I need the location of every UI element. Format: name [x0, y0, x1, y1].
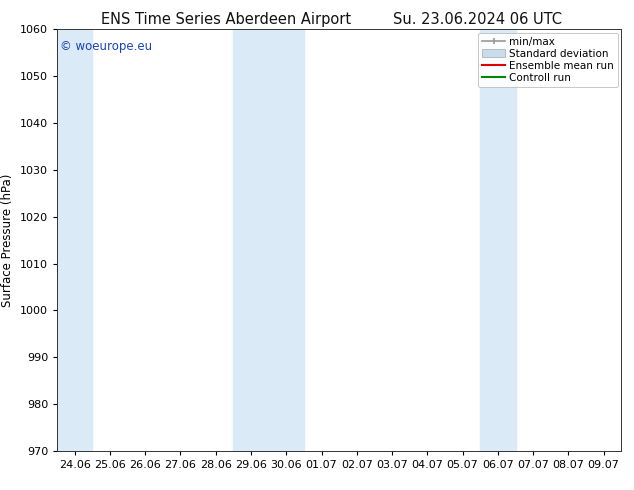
Text: ENS Time Series Aberdeen Airport: ENS Time Series Aberdeen Airport	[101, 12, 352, 27]
Bar	[57, 29, 93, 451]
Text: Su. 23.06.2024 06 UTC: Su. 23.06.2024 06 UTC	[393, 12, 562, 27]
Y-axis label: Surface Pressure (hPa): Surface Pressure (hPa)	[1, 173, 15, 307]
Bar	[481, 29, 515, 451]
Bar	[233, 29, 304, 451]
Legend: min/max, Standard deviation, Ensemble mean run, Controll run: min/max, Standard deviation, Ensemble me…	[478, 32, 618, 87]
Text: © woeurope.eu: © woeurope.eu	[60, 40, 152, 53]
